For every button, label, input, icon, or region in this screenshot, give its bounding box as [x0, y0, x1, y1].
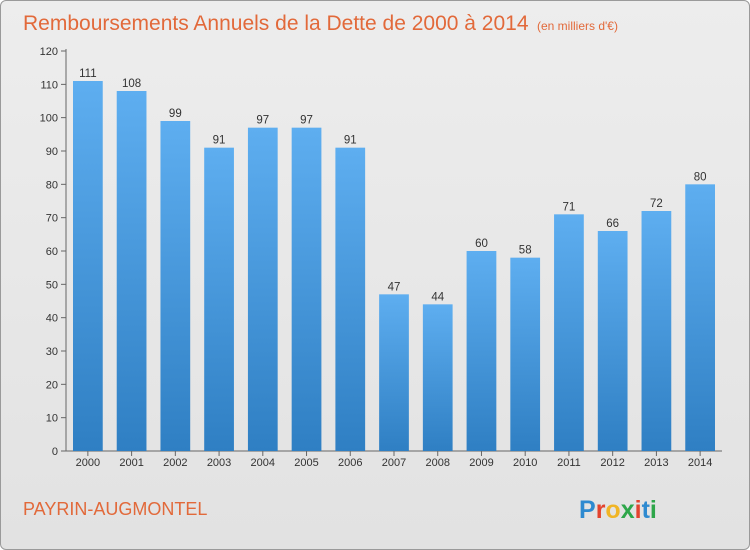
y-tick-label: 20 [46, 379, 58, 391]
logo-letter: o [605, 496, 620, 524]
y-tick-label: 10 [46, 413, 58, 425]
x-tick-label: 2009 [469, 457, 493, 469]
bar-2004 [247, 127, 278, 452]
logo-letter: P [579, 496, 596, 524]
bar-2001 [116, 91, 147, 451]
bar-value-label: 97 [256, 115, 269, 127]
bar-2014 [685, 184, 716, 452]
bar-2013 [641, 211, 672, 451]
bar-2012 [597, 231, 628, 451]
x-tick-label: 2005 [294, 457, 318, 469]
x-tick-label: 2011 [557, 457, 581, 469]
logo-letter: t [642, 496, 651, 524]
bar-2005 [291, 127, 322, 452]
bar-value-label: 91 [344, 135, 357, 147]
bar-2010 [510, 257, 541, 451]
y-tick-label: 70 [46, 213, 58, 225]
proxiti-logo: Proxiti [579, 496, 657, 524]
y-tick-label: 80 [46, 179, 58, 191]
chart-subtitle: (en milliers d'€) [537, 19, 618, 33]
bar-value-label: 80 [694, 171, 707, 183]
bar-value-label: 111 [79, 68, 96, 80]
bar-value-label: 72 [650, 198, 663, 210]
chart-title: Remboursements Annuels de la Dette de 20… [23, 12, 529, 35]
x-tick-label: 2000 [76, 457, 100, 469]
x-tick-label: 2001 [119, 457, 143, 469]
bar-value-label: 71 [563, 201, 576, 213]
x-tick-label: 2014 [688, 457, 712, 469]
bar-value-label: 99 [169, 108, 182, 120]
bar-group: 111 108 99 91 97 97 91 47 44 60 58 71 66 72 80 [72, 68, 716, 452]
x-tick-label: 2010 [513, 457, 537, 469]
y-tick-label: 90 [46, 146, 58, 158]
bar-value-label: 97 [300, 115, 313, 127]
x-tick-label: 2008 [425, 457, 449, 469]
x-tick-label: 2013 [644, 457, 668, 469]
x-tick-label: 2003 [207, 457, 231, 469]
bar-value-label: 108 [122, 78, 141, 90]
bar-2011 [554, 214, 584, 451]
y-tick-group: 0 10 20 30 40 50 60 70 80 90 100 110 120 [40, 46, 66, 458]
x-tick-label: 2004 [251, 457, 275, 469]
y-tick-label: 0 [52, 446, 58, 458]
logo-letter: i [650, 496, 657, 524]
y-tick-label: 30 [46, 346, 58, 358]
bar-2009 [466, 251, 497, 451]
commune-name: PAYRIN-AUGMONTEL [23, 499, 207, 519]
bar-2003 [204, 147, 234, 451]
x-tick-group: 2000 2001 2002 2003 2004 2005 2006 2007 2008 2009… [76, 451, 712, 469]
logo-letter: i [635, 496, 642, 524]
bar-value-label: 91 [213, 135, 226, 147]
bar-value-label: 66 [606, 218, 619, 230]
bar-value-label: 47 [388, 281, 401, 293]
y-tick-label: 40 [46, 313, 58, 325]
logo-letter: r [596, 496, 606, 524]
bar-value-label: 44 [431, 291, 444, 303]
y-tick-label: 100 [40, 113, 58, 125]
bar-value-label: 60 [475, 238, 488, 250]
y-tick-label: 50 [46, 279, 58, 291]
x-tick-label: 2002 [163, 457, 187, 469]
y-tick-label: 60 [46, 246, 58, 258]
bar-2007 [379, 294, 409, 451]
x-tick-label: 2007 [382, 457, 406, 469]
bar-2006 [335, 147, 366, 451]
bar-2002 [160, 121, 191, 451]
bar-2008 [422, 304, 453, 451]
x-tick-label: 2006 [338, 457, 362, 469]
x-tick-label: 2012 [600, 457, 624, 469]
y-tick-label: 110 [40, 79, 58, 91]
y-tick-label: 120 [40, 46, 58, 58]
bar-value-label: 58 [519, 245, 532, 257]
bar-2000 [72, 81, 103, 451]
logo-letter: x [621, 496, 635, 524]
